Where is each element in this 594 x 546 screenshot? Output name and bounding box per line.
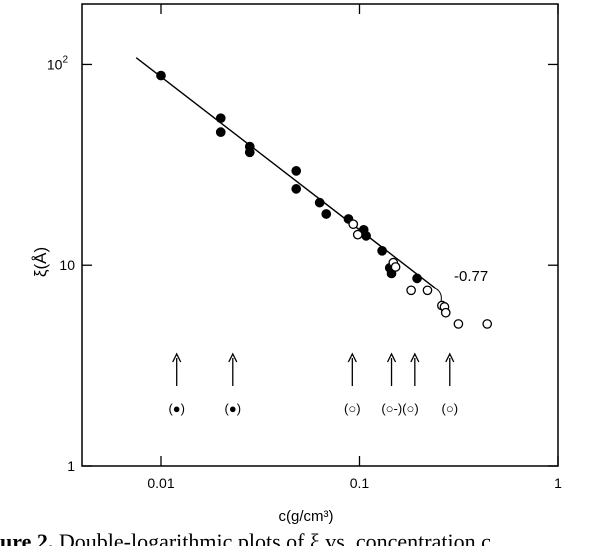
arrow-head bbox=[172, 352, 182, 363]
arrow-head bbox=[445, 352, 455, 363]
data-point-open bbox=[348, 219, 359, 230]
arrow-marker-label: (●) bbox=[225, 401, 242, 416]
data-point-filled bbox=[377, 245, 387, 256]
arrow-head bbox=[386, 352, 397, 363]
y-tick-label: 102 bbox=[47, 54, 69, 72]
data-point-filled bbox=[291, 166, 302, 176]
data-point-filled bbox=[314, 197, 325, 208]
caption-label: ure 2. bbox=[0, 529, 54, 546]
x-tick-label: 0.01 bbox=[147, 475, 174, 491]
data-point-open bbox=[390, 262, 401, 272]
data-point-filled bbox=[215, 113, 226, 124]
tick-labels: 0.01 0.1 1 1 10 102 bbox=[47, 54, 562, 491]
x-tick-label: 1 bbox=[554, 475, 562, 491]
y-axis-label: ξ(Å) bbox=[31, 247, 50, 277]
arrow-head bbox=[347, 352, 357, 363]
data-point-open bbox=[453, 319, 464, 329]
x-tick-label: 0.1 bbox=[350, 475, 370, 491]
concentration-arrows bbox=[172, 352, 455, 386]
data-point-filled bbox=[361, 231, 371, 241]
arrow-head bbox=[410, 352, 420, 363]
arrow-marker-labels: (●) (●) (○) (○-)(○) (○) bbox=[168, 401, 458, 416]
data-points bbox=[156, 70, 493, 329]
arrow-marker-label: (○) bbox=[344, 401, 361, 416]
data-point-filled bbox=[412, 273, 422, 284]
data-point-filled bbox=[291, 184, 302, 194]
data-point-filled bbox=[156, 70, 166, 81]
axis-ticks bbox=[82, 4, 559, 467]
fit-line bbox=[135, 57, 436, 289]
arrow-marker-label: (●) bbox=[168, 401, 185, 416]
y-tick-label: 10 bbox=[59, 257, 75, 273]
x-axis-label: c(g/cm³) bbox=[279, 508, 334, 525]
arrow-head bbox=[228, 352, 238, 363]
data-point-open bbox=[440, 307, 451, 318]
correlation-length-chart: 0.01 0.1 1 1 10 102 (●) (●) (○) (○-)(○) (○) -0.77… bbox=[31, 3, 562, 525]
data-point-open bbox=[406, 285, 416, 296]
y-tick-label: 1 bbox=[67, 458, 75, 474]
arrow-marker-label: (○) bbox=[442, 401, 459, 416]
caption-text: Double-logarithmic plots of ξ vs. concen… bbox=[58, 529, 491, 546]
data-point-open bbox=[422, 285, 433, 296]
figure-caption: ure 2. Double-logarithmic plots of ξ vs.… bbox=[0, 527, 594, 546]
data-point-filled bbox=[244, 147, 255, 158]
data-point-filled bbox=[321, 209, 332, 219]
slope-label: -0.77 bbox=[454, 268, 488, 285]
plot-frame bbox=[81, 3, 559, 467]
data-point-filled bbox=[215, 127, 226, 138]
slope-leader bbox=[434, 287, 442, 303]
data-point-open bbox=[352, 229, 363, 240]
arrow-marker-label: (○-)(○) bbox=[381, 401, 418, 416]
data-point-open bbox=[482, 319, 493, 329]
